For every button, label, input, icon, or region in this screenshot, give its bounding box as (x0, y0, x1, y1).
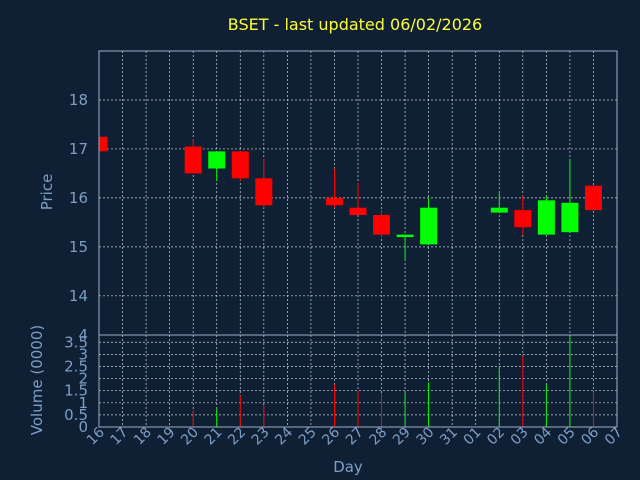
candle-body (490, 207, 508, 213)
x-tick-label: 07 (602, 425, 626, 449)
candle-body (420, 207, 438, 245)
candle-body (231, 151, 249, 179)
x-tick-label: 01 (461, 425, 485, 449)
volume-tick-label: 0 (78, 418, 88, 436)
x-tick-label: 18 (131, 425, 155, 449)
x-axis-label: Day (333, 458, 363, 476)
candle-body (325, 197, 343, 206)
candle-body (184, 146, 202, 174)
price-tick-label: 18 (69, 91, 88, 109)
x-tick-label: 25 (296, 425, 320, 449)
volume-panel-frame (98, 334, 618, 428)
x-tick-label: 26 (319, 424, 343, 448)
volume-tick-label: 3.5 (64, 333, 88, 351)
x-tick-label: 27 (343, 425, 367, 449)
x-tick-label: 04 (531, 424, 555, 448)
volume-axis-label: Volume (0000) (28, 325, 46, 435)
x-tick-label: 21 (202, 425, 226, 449)
volume-tick-label: 3 (78, 345, 88, 363)
grid-layer (99, 51, 617, 427)
volume-tick-label: 0.5 (64, 406, 88, 424)
x-tick-label: 05 (555, 425, 579, 449)
volume-tick-label: 4 (78, 326, 88, 344)
candle-body (349, 207, 367, 216)
candle-body (537, 200, 555, 235)
x-tick-label: 17 (107, 425, 131, 449)
x-tick-label: 20 (178, 425, 202, 449)
volume-tick-label: 1 (78, 394, 88, 412)
candle-layer (98, 136, 602, 260)
x-tick-label: 22 (225, 425, 249, 449)
price-tick-label: 14 (69, 287, 88, 305)
x-tick-label: 06 (578, 424, 602, 448)
chart-title: BSET - last updated 06/02/2026 (228, 15, 482, 34)
price-axis-label: Price (38, 174, 56, 211)
candle-body (514, 210, 532, 228)
price-tick-label: 16 (69, 189, 88, 207)
volume-layer (192, 336, 594, 427)
candle-body (396, 234, 414, 238)
candle-body (373, 215, 391, 235)
x-tick-label: 29 (390, 425, 414, 449)
x-tick-label: 30 (414, 425, 438, 449)
x-tick-label: 19 (155, 425, 179, 449)
price-tick-label: 17 (69, 140, 88, 158)
candle-body (255, 178, 273, 206)
x-tick-label: 31 (437, 425, 461, 449)
x-tick-label: 02 (484, 425, 508, 449)
volume-tick-label: 2 (78, 370, 88, 388)
candle-body (208, 151, 226, 169)
candle-body (584, 185, 602, 211)
candle-body (99, 136, 108, 152)
volume-tick-label: 2.5 (64, 357, 88, 375)
candle-body (561, 202, 579, 233)
volume-tick-label: 1.5 (64, 382, 88, 400)
x-tick-label: 23 (249, 425, 273, 449)
x-tick-label: 28 (366, 425, 390, 449)
price-tick-label: 15 (69, 238, 88, 256)
x-tick-label: 03 (508, 425, 532, 449)
x-tick-label: 24 (272, 424, 296, 448)
